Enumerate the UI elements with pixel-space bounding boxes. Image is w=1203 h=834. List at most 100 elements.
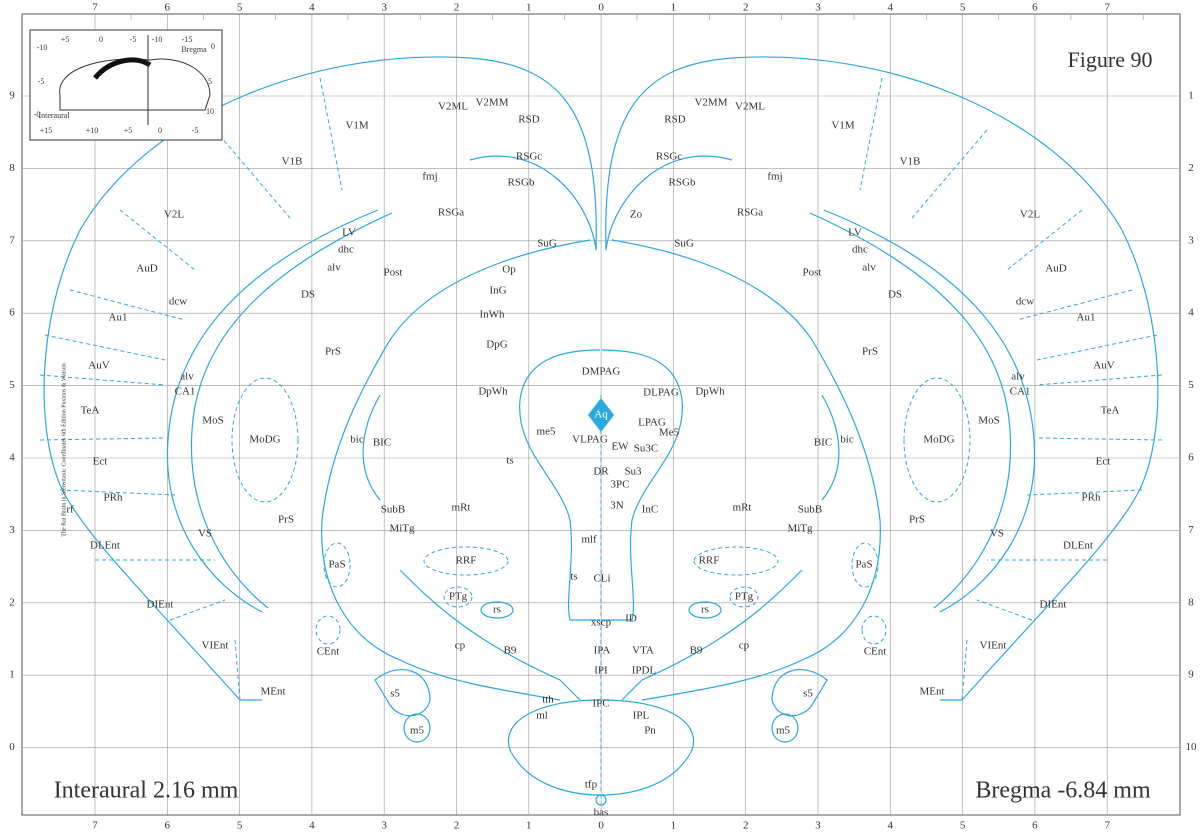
region-label: V2L bbox=[164, 209, 184, 221]
region-label: 3N bbox=[610, 500, 624, 512]
region-label: DR bbox=[593, 466, 609, 478]
region-label: alv bbox=[180, 371, 194, 383]
inset-label: +5 bbox=[124, 126, 133, 135]
region-label: Post bbox=[803, 267, 822, 279]
top-scale-label: 5 bbox=[237, 2, 243, 14]
region-label: MEnt bbox=[260, 686, 285, 698]
side-credit: The Rat Brain in Stereotaxic Coordinates… bbox=[61, 363, 67, 536]
region-label: RSGb bbox=[508, 177, 535, 189]
region-label: CA1 bbox=[1010, 386, 1031, 398]
bottom-scale-label: 1 bbox=[671, 820, 677, 832]
region-label: DpG bbox=[486, 339, 507, 351]
inset-label: -5 bbox=[38, 77, 45, 86]
left-scale-label: 0 bbox=[9, 741, 15, 753]
inset-label: 5 bbox=[208, 77, 212, 86]
region-label: VIEnt bbox=[202, 640, 229, 652]
region-label: PrS bbox=[909, 514, 925, 526]
bottom-scale-label: 1 bbox=[526, 820, 532, 832]
region-label: MEnt bbox=[919, 686, 944, 698]
outline bbox=[166, 209, 379, 613]
region-label: InG bbox=[489, 285, 506, 297]
top-scale-label: 4 bbox=[309, 2, 315, 14]
interaural: Interaural 2.16 mm bbox=[54, 778, 239, 804]
region-label: Au1 bbox=[1077, 312, 1096, 324]
region-label: rf bbox=[66, 504, 74, 516]
region-label: DS bbox=[888, 289, 902, 301]
inset-label: -15 bbox=[182, 35, 193, 44]
region-label: CA1 bbox=[175, 386, 196, 398]
left-scale-label: 2 bbox=[9, 596, 15, 608]
left-scale-label: 7 bbox=[9, 234, 15, 246]
region-label: RSGb bbox=[669, 177, 696, 189]
inset bbox=[29, 29, 223, 141]
right-scale-label: 7 bbox=[1188, 524, 1194, 536]
outline bbox=[43, 56, 597, 701]
inset-label: Interaural bbox=[38, 111, 70, 120]
region-label: V1M bbox=[831, 120, 854, 132]
right-scale-label: 4 bbox=[1188, 307, 1194, 319]
region-label: SuG bbox=[537, 238, 557, 250]
region-label: bic bbox=[350, 434, 364, 446]
outline bbox=[507, 699, 601, 796]
region-label: RSGa bbox=[737, 207, 763, 219]
region-label: MoS bbox=[202, 415, 223, 427]
region-label: s5 bbox=[803, 688, 813, 700]
aqueduct-shape bbox=[588, 398, 614, 432]
region-label: RSGa bbox=[438, 207, 464, 219]
bottom-scale-label: 5 bbox=[960, 820, 966, 832]
bottom-scale-label: 3 bbox=[815, 820, 821, 832]
region-label: Su3C bbox=[634, 443, 658, 455]
inset-label: -0 bbox=[34, 110, 41, 119]
outline bbox=[519, 349, 601, 621]
left-hemisphere bbox=[39, 56, 601, 796]
region-label: rs bbox=[701, 604, 709, 616]
region-label: DLEnt bbox=[90, 540, 120, 552]
region-label: AuV bbox=[1093, 360, 1114, 372]
region-label: mRt bbox=[452, 502, 471, 514]
region-label: DMPAG bbox=[582, 366, 621, 378]
inset-label: 0 bbox=[211, 42, 215, 51]
region-label: LV bbox=[848, 227, 862, 239]
region-label: CLi bbox=[593, 573, 610, 585]
top-scale-label: 3 bbox=[815, 2, 821, 14]
inset-label: -10 bbox=[37, 43, 48, 52]
region-label: InC bbox=[642, 504, 659, 516]
top-scale-label: 1 bbox=[526, 2, 532, 14]
bottom-scale-label: 2 bbox=[454, 820, 460, 832]
region-label: DLEnt bbox=[1063, 540, 1093, 552]
region-label: RRF bbox=[456, 555, 477, 567]
region-label: V2MM bbox=[694, 97, 727, 109]
inset-label: Bregma bbox=[181, 45, 207, 54]
inset-label: -5 bbox=[192, 126, 199, 135]
region-label: PrS bbox=[278, 514, 294, 526]
inset-section bbox=[93, 57, 152, 80]
bottom-scale-label: 3 bbox=[381, 820, 387, 832]
region-label: Ect bbox=[1096, 456, 1111, 468]
region-label: PTg bbox=[449, 591, 468, 603]
region-label: tth bbox=[542, 694, 554, 706]
region-label: mRt bbox=[733, 502, 752, 514]
inset-label: 10 bbox=[206, 107, 214, 116]
inset-label: 0 bbox=[99, 35, 103, 44]
right-scale-label: 10 bbox=[1186, 741, 1198, 753]
region-label: PRh bbox=[104, 492, 123, 504]
region-label: alv bbox=[862, 262, 876, 274]
inset-label: -5 bbox=[130, 35, 137, 44]
region-label: EW bbox=[611, 441, 629, 453]
right-scale-label: 9 bbox=[1188, 669, 1194, 681]
region-label: bic bbox=[840, 434, 854, 446]
region-label: RSGc bbox=[656, 151, 682, 163]
region-label: s5 bbox=[390, 688, 400, 700]
left-scale-label: 6 bbox=[9, 307, 15, 319]
top-scale-label: 2 bbox=[743, 2, 749, 14]
outline bbox=[190, 212, 393, 609]
top-scale-label: 6 bbox=[165, 2, 171, 14]
bottom-scale-label: 4 bbox=[888, 820, 894, 832]
region-label: PaS bbox=[855, 559, 872, 571]
region-label: LPAG bbox=[638, 417, 666, 429]
region-label: IPA bbox=[594, 645, 611, 657]
outline bbox=[362, 394, 381, 501]
bottom-scale-label: 7 bbox=[92, 820, 98, 832]
inset-label: +15 bbox=[40, 126, 53, 135]
region-label: DpWh bbox=[695, 386, 725, 398]
